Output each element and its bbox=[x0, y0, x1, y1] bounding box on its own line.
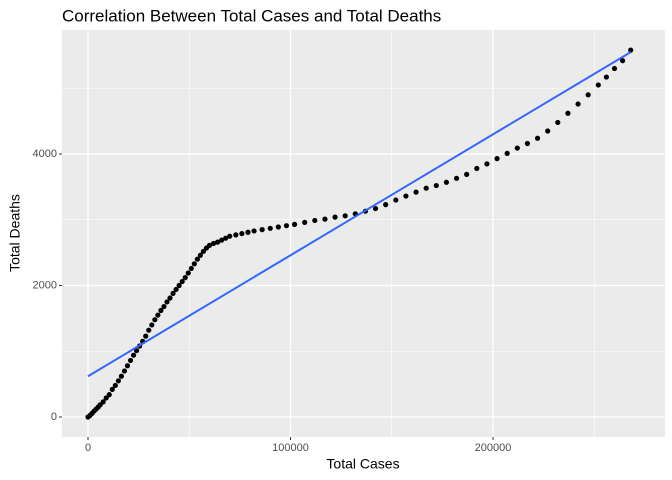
point bbox=[312, 217, 318, 224]
point bbox=[194, 256, 200, 262]
point bbox=[127, 357, 134, 364]
y-tick-label: 2000 bbox=[33, 279, 57, 291]
point bbox=[100, 399, 106, 405]
point bbox=[112, 382, 118, 389]
point bbox=[302, 219, 308, 225]
point bbox=[453, 175, 460, 181]
point bbox=[283, 223, 290, 229]
point bbox=[619, 58, 626, 64]
x-tick-label: 100000 bbox=[272, 442, 309, 454]
point bbox=[514, 145, 520, 151]
point bbox=[191, 261, 197, 267]
point bbox=[585, 92, 591, 98]
point bbox=[143, 333, 149, 339]
point bbox=[149, 322, 155, 328]
point bbox=[484, 161, 490, 167]
point bbox=[161, 303, 167, 310]
fit-line bbox=[87, 51, 632, 378]
panel bbox=[62, 30, 665, 437]
y-axis-title: Total Deaths bbox=[7, 194, 23, 272]
point bbox=[233, 232, 239, 238]
point bbox=[595, 82, 601, 88]
point bbox=[118, 373, 125, 379]
point bbox=[206, 242, 213, 249]
point bbox=[219, 237, 225, 243]
point bbox=[164, 299, 170, 305]
point bbox=[115, 378, 121, 384]
point bbox=[474, 165, 480, 172]
point bbox=[182, 275, 188, 281]
point bbox=[259, 227, 265, 233]
point bbox=[291, 221, 298, 227]
point bbox=[534, 135, 541, 141]
point bbox=[575, 101, 581, 107]
point bbox=[130, 352, 137, 358]
point bbox=[372, 205, 379, 212]
point bbox=[103, 395, 109, 401]
point bbox=[464, 171, 470, 177]
point bbox=[223, 235, 229, 241]
point bbox=[494, 156, 500, 162]
point bbox=[565, 110, 571, 116]
point bbox=[443, 179, 450, 185]
point bbox=[332, 214, 338, 220]
point bbox=[188, 265, 194, 272]
point bbox=[545, 128, 551, 134]
point bbox=[176, 282, 182, 289]
point bbox=[179, 278, 185, 285]
point bbox=[423, 185, 429, 191]
point bbox=[383, 202, 389, 208]
point bbox=[214, 239, 221, 245]
point bbox=[245, 229, 251, 235]
point bbox=[342, 213, 348, 219]
point bbox=[200, 248, 207, 254]
point bbox=[413, 189, 419, 195]
point bbox=[227, 233, 233, 239]
point bbox=[170, 290, 176, 296]
point bbox=[197, 252, 203, 258]
point bbox=[275, 224, 281, 230]
point bbox=[210, 240, 217, 247]
point bbox=[134, 348, 140, 354]
x-axis-title: Total Cases bbox=[326, 456, 399, 472]
y-tick-label: 0 bbox=[51, 411, 57, 423]
point bbox=[251, 228, 257, 234]
point bbox=[628, 47, 634, 53]
chart-title: Correlation Between Total Cases and Tota… bbox=[62, 6, 441, 25]
point bbox=[433, 182, 439, 189]
point bbox=[173, 286, 179, 293]
point bbox=[109, 386, 115, 392]
x-tick-label: 0 bbox=[85, 442, 91, 454]
point bbox=[167, 295, 173, 301]
point bbox=[611, 65, 618, 72]
point bbox=[155, 312, 161, 318]
point bbox=[504, 150, 510, 156]
point bbox=[267, 225, 273, 231]
point bbox=[146, 327, 152, 333]
point bbox=[524, 140, 531, 147]
point bbox=[403, 193, 409, 199]
point bbox=[152, 317, 158, 323]
point bbox=[106, 392, 112, 398]
point bbox=[603, 74, 609, 80]
point bbox=[322, 216, 328, 222]
y-tick-label: 4000 bbox=[33, 148, 57, 160]
point bbox=[185, 270, 191, 276]
point bbox=[393, 197, 399, 203]
point bbox=[239, 230, 245, 237]
point bbox=[121, 368, 128, 374]
point bbox=[124, 363, 131, 369]
point bbox=[555, 119, 561, 126]
x-tick-label: 200000 bbox=[475, 442, 512, 454]
point bbox=[158, 307, 164, 314]
